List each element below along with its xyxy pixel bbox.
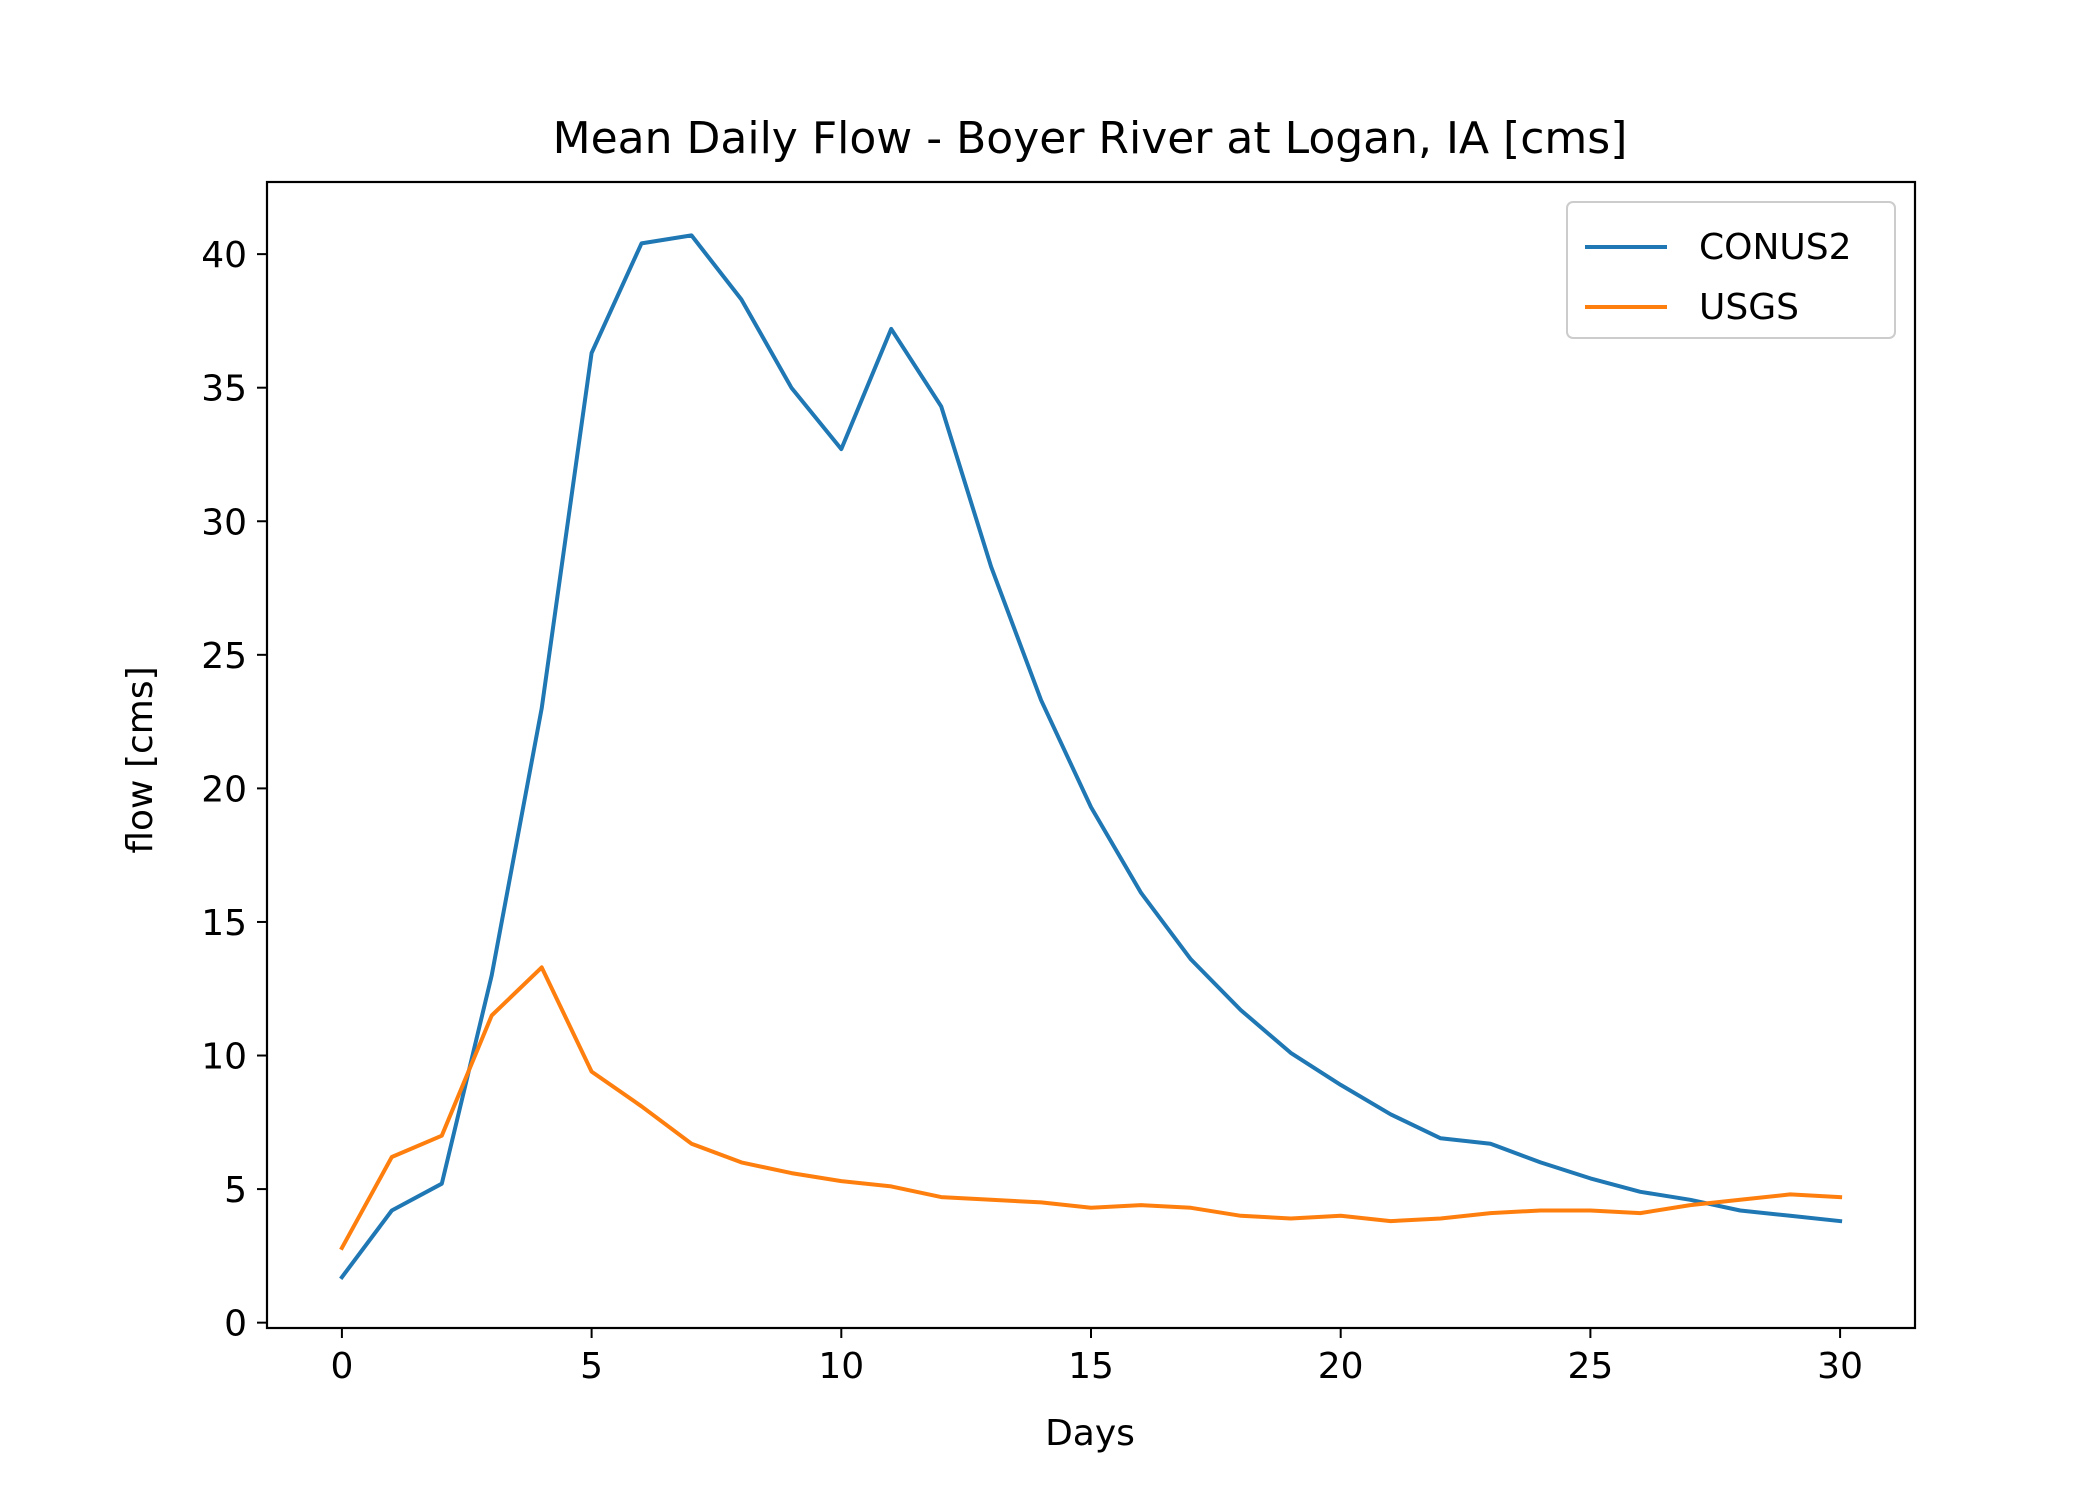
y-tick-label: 10 bbox=[201, 1037, 247, 1078]
chart-title: Mean Daily Flow - Boyer River at Logan, … bbox=[553, 113, 1628, 164]
x-tick-label: 30 bbox=[1817, 1346, 1863, 1387]
x-tick-label: 5 bbox=[580, 1346, 603, 1387]
y-tick-label: 30 bbox=[201, 502, 247, 543]
legend: CONUS2 USGS bbox=[1566, 201, 1896, 339]
series-lines bbox=[339, 233, 1843, 1280]
x-tick-label: 25 bbox=[1567, 1346, 1613, 1387]
y-tick-label: 25 bbox=[201, 636, 247, 677]
y-tick-label: 35 bbox=[201, 369, 247, 410]
series-line-usgs bbox=[339, 965, 1843, 1251]
y-tick-label: 0 bbox=[224, 1304, 247, 1345]
x-tick-label: 20 bbox=[1318, 1346, 1364, 1387]
y-tick-label: 15 bbox=[201, 903, 247, 944]
y-tick-label: 40 bbox=[201, 235, 247, 276]
x-tick-label: 15 bbox=[1068, 1346, 1114, 1387]
legend-label-usgs: USGS bbox=[1699, 287, 1799, 328]
x-tick-label: 10 bbox=[818, 1346, 864, 1387]
x-tick-label: 0 bbox=[330, 1346, 353, 1387]
y-tick-label: 20 bbox=[201, 769, 247, 810]
legend-label-conus2: CONUS2 bbox=[1699, 227, 1852, 268]
series-line-conus2 bbox=[339, 233, 1843, 1280]
x-axis-label: Days bbox=[1045, 1413, 1135, 1454]
y-tick-label: 5 bbox=[224, 1170, 247, 1211]
axes: 0 5 10 15 20 25 30 0 5 10 15 20 25 30 35 40 bbox=[201, 180, 1917, 1387]
legend-box bbox=[1566, 201, 1896, 339]
y-axis-label: flow [cms] bbox=[120, 666, 161, 853]
